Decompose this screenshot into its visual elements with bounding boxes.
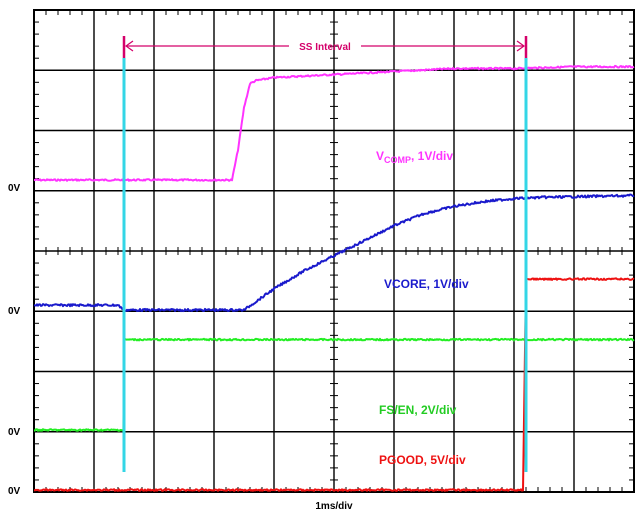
- pgood-trace: [34, 277, 635, 492]
- fsen-zero-label: 0V: [8, 427, 21, 438]
- fsen-trace: [33, 337, 635, 432]
- vcore-zero-label: 0V: [8, 306, 21, 317]
- traces: [33, 64, 635, 492]
- pgood-label: PGOOD, 5V/div: [379, 453, 466, 467]
- vcomp-zero-label: 0V: [8, 183, 21, 194]
- vcomp-label: VCOMP, 1V/div: [376, 149, 453, 165]
- pgood-zero-label: 0V: [8, 486, 21, 497]
- arrow-right-icon: [516, 40, 526, 52]
- cursors: [122, 58, 528, 472]
- vcore-trace: [33, 193, 635, 313]
- ss-interval-annotation: SS Interval: [122, 36, 528, 58]
- vcore-label: VCORE, 1V/div: [384, 277, 469, 291]
- x-axis-label: 1ms/div: [315, 501, 353, 512]
- interval-label: SS Interval: [299, 42, 351, 53]
- fsen-label: FS/EN, 2V/div: [379, 403, 457, 417]
- vcomp-trace: [33, 64, 635, 182]
- arrow-left-icon: [124, 40, 134, 52]
- grid: [33, 9, 635, 493]
